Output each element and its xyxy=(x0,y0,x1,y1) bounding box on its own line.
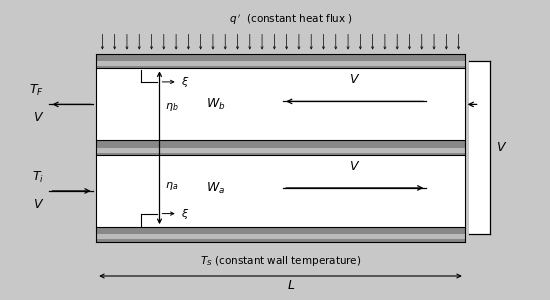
Text: $\xi$: $\xi$ xyxy=(182,75,190,89)
Text: $V$: $V$ xyxy=(496,141,507,154)
Text: $V$: $V$ xyxy=(349,160,360,173)
Text: $L$: $L$ xyxy=(288,279,295,292)
Text: $T_S$ (constant wall temperature): $T_S$ (constant wall temperature) xyxy=(200,254,361,268)
Bar xyxy=(96,61,465,66)
Bar xyxy=(96,140,465,155)
Text: $W_a$: $W_a$ xyxy=(206,180,226,196)
Text: $\eta_a$: $\eta_a$ xyxy=(165,180,178,193)
Bar xyxy=(96,234,465,239)
Text: $V$: $V$ xyxy=(32,111,44,124)
Text: $V$: $V$ xyxy=(349,74,360,86)
Bar xyxy=(96,227,465,242)
Text: $V$: $V$ xyxy=(32,198,44,211)
Text: $T_F$: $T_F$ xyxy=(29,83,44,98)
Bar xyxy=(469,61,490,234)
Text: $q\,'$  (constant heat flux ): $q\,'$ (constant heat flux ) xyxy=(229,13,354,27)
Bar xyxy=(96,54,465,68)
Text: $\eta_b$: $\eta_b$ xyxy=(165,101,179,113)
Text: $\xi$: $\xi$ xyxy=(182,207,190,220)
Bar xyxy=(96,54,465,242)
Text: $T_i$: $T_i$ xyxy=(32,170,44,185)
Text: $W_b$: $W_b$ xyxy=(206,97,226,112)
Bar xyxy=(96,148,465,153)
